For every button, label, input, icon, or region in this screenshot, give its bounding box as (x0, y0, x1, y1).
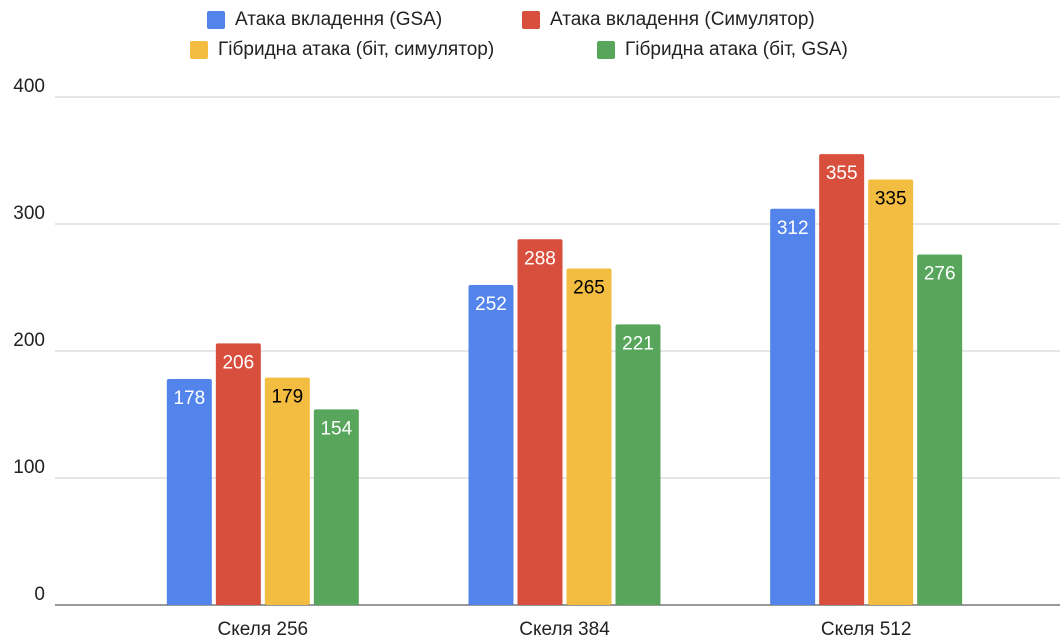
legend-label: Атака вкладення (Симулятор) (550, 9, 815, 30)
data-label: 179 (271, 387, 303, 408)
bar (566, 268, 612, 605)
x-tick-label: Скеля 512 (821, 619, 912, 640)
data-label: 206 (222, 352, 254, 373)
data-label: 252 (475, 294, 507, 315)
legend-label: Гібридна атака (біт, симулятор) (218, 39, 494, 60)
x-tick-label: Скеля 256 (218, 619, 309, 640)
bar (517, 239, 563, 606)
bar (917, 254, 963, 606)
bar (468, 284, 514, 605)
legend-swatch (190, 41, 208, 59)
data-label: 288 (524, 248, 556, 269)
y-tick-label: 200 (13, 330, 45, 351)
y-tick-label: 100 (13, 457, 45, 478)
bar (166, 378, 212, 605)
bar (313, 409, 359, 605)
bar (264, 377, 310, 605)
data-label: 265 (573, 277, 605, 298)
data-label: 335 (875, 189, 907, 210)
y-tick-label: 0 (34, 584, 45, 605)
data-label: 178 (173, 388, 205, 409)
legend-swatch (522, 11, 540, 29)
legend-swatch (597, 41, 615, 59)
data-label: 355 (826, 163, 858, 184)
data-label: 312 (777, 218, 809, 239)
legend-swatch (207, 11, 225, 29)
legend-label: Атака вкладення (GSA) (235, 9, 442, 30)
data-label: 276 (924, 263, 956, 284)
bar (770, 208, 816, 605)
legend-label: Гібридна атака (біт, GSA) (625, 39, 848, 60)
y-tick-label: 300 (13, 203, 45, 224)
data-label: 221 (622, 333, 654, 354)
bar (215, 343, 261, 605)
data-label: 154 (320, 418, 352, 439)
x-tick-label: Скеля 384 (519, 619, 610, 640)
bar (615, 324, 661, 605)
bar (868, 179, 914, 606)
y-tick-label: 400 (13, 76, 45, 97)
bar (819, 154, 865, 605)
